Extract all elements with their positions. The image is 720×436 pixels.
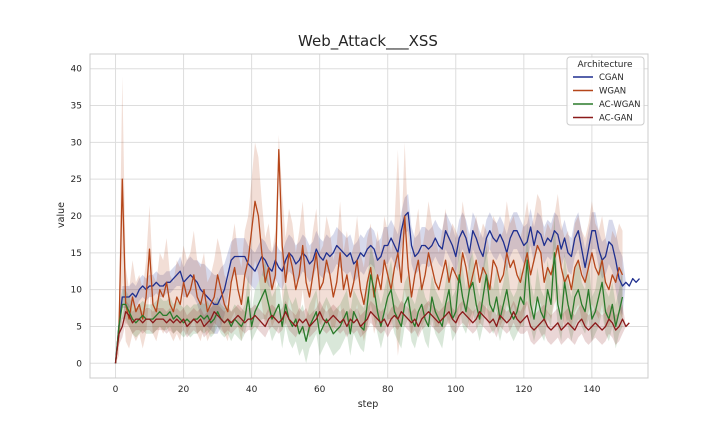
y-tick-label: 30	[71, 138, 83, 148]
legend-label-wgan: WGAN	[599, 87, 626, 97]
x-tick-label: 120	[515, 385, 532, 395]
y-axis-label: value	[56, 202, 67, 228]
series-line-wgan	[114, 149, 624, 364]
y-tick-label: 20	[71, 212, 83, 222]
y-tick-label: 15	[71, 249, 82, 259]
series-line-ac-gan	[114, 311, 630, 364]
legend-label-cgan: CGAN	[599, 73, 624, 83]
x-tick-label: 100	[447, 385, 464, 395]
x-tick-label: 20	[178, 385, 190, 395]
axis-ticks: 0 20 40 60 80 100 120 140 0 5 10 15 20 25 30 35 40	[71, 65, 601, 395]
y-tick-label: 40	[71, 65, 83, 75]
legend-label-ac-gan: AC-GAN	[599, 114, 633, 124]
x-axis-label: step	[358, 399, 379, 410]
legend-label-ac-wgan: AC-WGAN	[599, 100, 641, 110]
x-tick-label: 60	[314, 385, 326, 395]
x-tick-label: 40	[246, 385, 258, 395]
x-tick-label: 140	[583, 385, 600, 395]
y-tick-label: 0	[76, 359, 82, 369]
legend: Architecture CGAN WGAN AC-WGAN AC-GAN	[566, 56, 645, 126]
x-tick-label: 0	[113, 385, 119, 395]
legend-title: Architecture	[577, 60, 633, 70]
chart-title: Web_Attack___XSS	[298, 32, 438, 51]
y-tick-label: 25	[71, 175, 82, 185]
series-line-ac-wgan	[114, 252, 624, 364]
y-tick-label: 10	[71, 286, 83, 296]
y-tick-label: 5	[76, 322, 82, 332]
plot-area-frame	[89, 53, 649, 379]
y-tick-label: 35	[71, 102, 82, 112]
series-lines	[114, 149, 640, 364]
legend-box	[566, 56, 645, 126]
x-tick-label: 80	[382, 385, 394, 395]
